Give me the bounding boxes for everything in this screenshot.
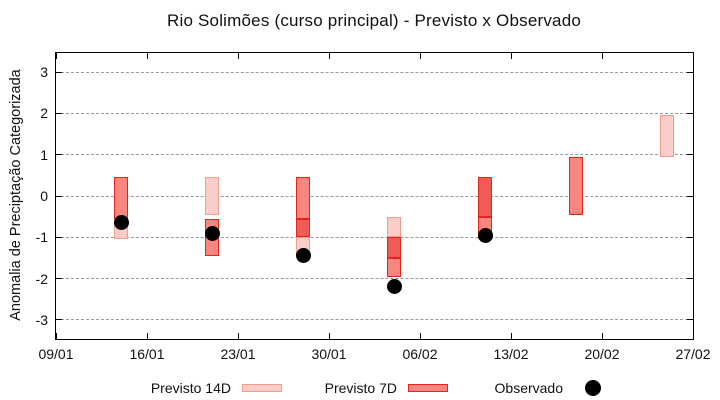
forecast-bar-7d [114,177,128,219]
x-tick-top [146,53,148,59]
x-tick-bottom [237,333,239,339]
forecast-bar-7d [387,257,401,277]
x-tick-top [419,53,421,59]
forecast-bar-7d [296,177,310,219]
x-tick-top [55,53,57,59]
forecast-bar-14d [660,115,674,157]
y-tick-left [56,319,62,321]
y-tick-left [56,154,62,156]
legend-swatch-previsto-14d [242,384,282,392]
y-tick-label: 0 [40,188,48,204]
x-tick-label: 27/02 [675,346,711,362]
gridline [56,236,693,238]
x-tick-label: 06/02 [402,346,438,362]
y-tick-right [687,236,693,238]
y-tick-label: -1 [35,229,48,246]
legend-label-observado: Observado [494,380,563,396]
y-tick-label: 3 [40,64,48,80]
y-tick-right [687,278,693,280]
x-tick-bottom [510,333,512,339]
legend: Previsto 14D Previsto 7D Observado [0,370,720,400]
y-tick-label: 2 [40,105,48,122]
y-tick-label: -2 [35,270,48,287]
y-tick-right [687,195,693,197]
x-tick-top [692,53,694,59]
observed-dot [204,225,220,241]
legend-swatch-previsto-7d [408,384,448,392]
y-tick-left [56,278,62,280]
chart-title: Rio Solimões (curso principal) - Previst… [166,11,582,30]
x-tick-bottom [55,333,57,339]
observed-dot [477,227,493,243]
y-tick-label: 1 [40,146,48,163]
x-tick-bottom [692,333,694,339]
forecast-bar-14d [205,177,219,215]
gridline [56,195,693,197]
forecast-bar-overlap [478,177,492,217]
y-tick-right [687,112,693,114]
observed-dot [386,279,402,295]
x-tick-bottom [328,333,330,339]
x-tick-label: 23/01 [220,346,256,362]
y-tick-right [687,319,693,321]
x-tick-bottom [419,333,421,339]
x-tick-top [328,53,330,59]
observed-dot [295,248,311,264]
y-tick-label: -3 [35,311,48,328]
gridline [56,71,693,73]
plot-area: 3 2 1 0 -1 -2 -3 09/01 16/01 23/01 30/01 06/02 13/02… [36,52,711,362]
forecast-bar-14d [387,216,401,238]
y-tick-left [56,71,62,73]
legend-label-previsto-14d: Previsto 14D [150,380,231,396]
forecast-bar-overlap [296,218,310,238]
y-tick-left [56,112,62,114]
y-tick-left [56,195,62,197]
gridline [56,319,693,321]
y-tick-right [687,154,693,156]
legend-observed-dot [585,380,601,396]
x-tick-bottom [146,333,148,339]
gridline [56,154,693,156]
forecast-bar-7d [569,156,583,215]
observed-dot [113,215,129,231]
x-tick-top [601,53,603,59]
gridline [56,112,693,114]
y-tick-left [56,236,62,238]
y-tick-right [687,71,693,73]
forecast-bar-overlap [387,237,401,258]
x-tick-label: 09/01 [38,346,74,362]
x-tick-label: 20/02 [584,346,620,362]
legend-label-previsto-7d: Previsto 7D [324,380,397,396]
x-tick-top [510,53,512,59]
x-tick-label: 16/01 [129,346,165,362]
x-tick-bottom [601,333,603,339]
x-tick-label: 30/01 [311,346,347,362]
x-tick-top [237,53,239,59]
gridline [56,278,693,280]
x-tick-label: 13/02 [493,346,529,362]
